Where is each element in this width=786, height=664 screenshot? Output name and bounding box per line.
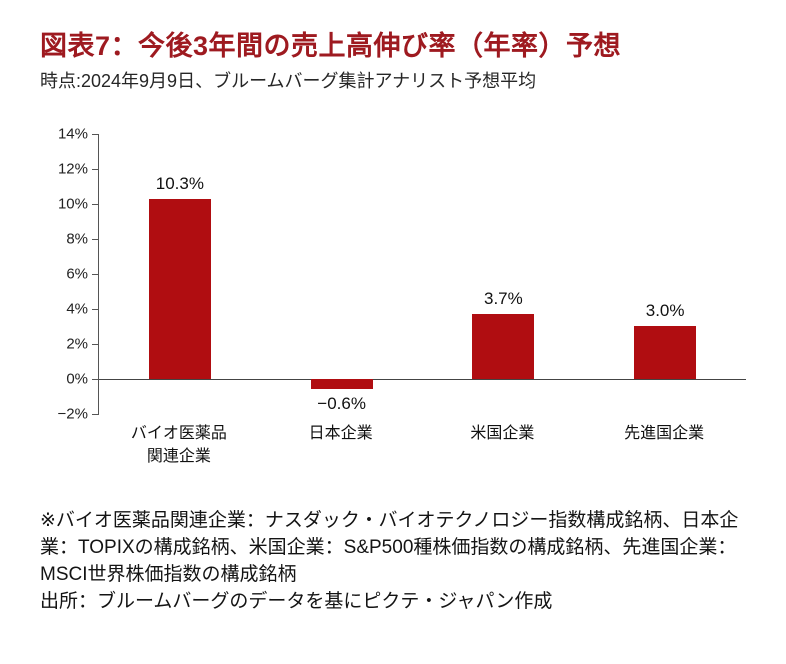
y-tick-mark [92,308,99,310]
page-title: 図表7：今後3年間の売上高伸び率（年率）予想 [40,31,622,61]
bar [634,326,697,379]
y-tick-label: −2% [57,405,88,423]
y-tick-label: 14% [57,125,88,143]
y-tick-label: 6% [66,265,88,283]
y-tick-mark [92,413,99,415]
y-tick-mark [92,203,99,205]
y-axis: 14% 12% 10% 8% 6% 4% 2% 0% −2% [40,125,98,422]
y-tick-label: 12% [57,160,88,178]
bar-value-label: −0.6% [317,394,366,414]
x-category-label: バイオ医薬品 関連企業 [130,424,227,465]
plot-area: 10.3% −0.6% 3.7% 3.0% [92,133,746,415]
bar [310,378,373,390]
chart-area: 14% 12% 10% 8% 6% 4% 2% 0% −2% 10.3% −0.6% 3.7% 3.0… [40,125,746,422]
y-tick-mark [92,343,99,345]
x-axis-labels: バイオ医薬品 関連企業 日本企業 米国企業 先進国企業 [98,422,746,480]
y-tick-mark [92,238,99,240]
y-tick-label: 8% [66,230,88,248]
bar-value-label: 3.7% [484,289,523,309]
footnote: ※バイオ医薬品関連企業：ナスダック・バイオテクノロジー指数構成銘柄、日本企業：T… [40,509,739,585]
bar-value-label: 10.3% [155,173,204,193]
x-category-label: 先進国企業 [624,424,705,442]
bar [472,314,535,379]
y-tick-label: 0% [66,370,88,388]
y-tick-mark [92,133,99,135]
y-tick-label: 2% [66,335,88,353]
y-tick-label: 4% [66,300,88,318]
chart-subtitle: 時点:2024年9月9日、ブルームバーグ集計アナリスト予想平均 [40,71,537,92]
y-tick-mark [92,273,99,275]
bar-value-label: 3.0% [645,301,685,321]
chart-footer: ※バイオ医薬品関連企業：ナスダック・バイオテクノロジー指数構成銘柄、日本企業：T… [40,508,746,616]
zero-axis-line [99,378,746,380]
x-category-label: 米国企業 [470,424,535,442]
source-line: 出所：ブルームバーグのデータを基にピクテ・ジャパン作成 [40,590,553,612]
y-tick-label: 10% [57,195,88,213]
bar [148,198,211,379]
x-category-label: 日本企業 [308,424,373,442]
y-tick-mark [92,378,99,380]
y-tick-mark [92,168,99,170]
